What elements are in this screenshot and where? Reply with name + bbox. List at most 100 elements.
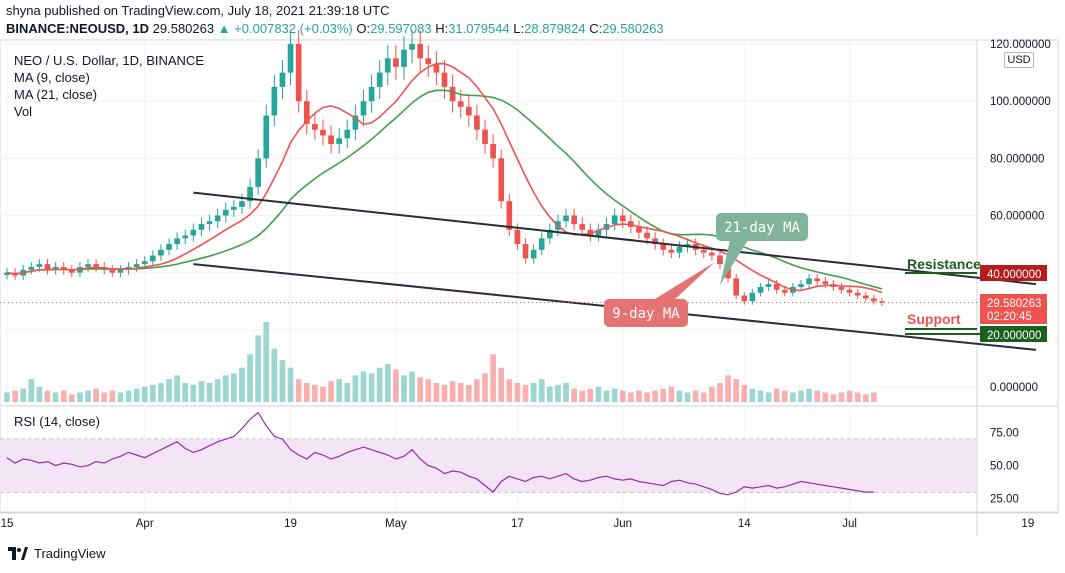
footer-brand[interactable]: TradingView xyxy=(8,546,106,561)
volume-bar xyxy=(231,373,237,402)
support-price-tag-text: 20.000000 xyxy=(987,330,1041,342)
candle xyxy=(465,106,472,116)
candle xyxy=(587,229,594,236)
candle xyxy=(352,115,359,130)
candle xyxy=(360,101,367,116)
volume-bar xyxy=(773,388,780,402)
candle xyxy=(733,278,740,296)
candle xyxy=(660,244,667,250)
candle xyxy=(368,86,375,102)
candle xyxy=(449,86,456,102)
ma21-label-box xyxy=(716,213,808,241)
volume-bar xyxy=(644,392,650,402)
candles xyxy=(4,30,885,306)
candle xyxy=(668,249,675,253)
annotations: 21-day MA 9-day MA Resistance Support 40.000… xyxy=(604,213,1047,342)
time-tick-label: 17 xyxy=(511,518,524,530)
candle xyxy=(652,238,658,245)
candle xyxy=(255,158,261,187)
volume-bar xyxy=(628,392,634,402)
candle xyxy=(717,255,723,265)
volume-bar xyxy=(12,390,18,402)
candle xyxy=(611,215,618,225)
volume-bar xyxy=(125,390,132,402)
volume-bar xyxy=(36,386,43,402)
volume-bar xyxy=(741,384,748,402)
candle xyxy=(822,281,829,285)
candle xyxy=(798,284,804,287)
candle xyxy=(344,129,351,139)
volume-bar xyxy=(522,384,529,402)
volume-bar xyxy=(506,379,513,402)
close-value: 29.580263 xyxy=(602,21,664,36)
volume-bar xyxy=(295,379,302,402)
candle xyxy=(158,249,164,256)
volume-bar xyxy=(149,384,156,402)
candle xyxy=(117,269,124,273)
volume-bar xyxy=(271,348,278,402)
volume-bar xyxy=(871,392,877,402)
support-label: Support xyxy=(907,311,961,327)
candle xyxy=(709,252,715,256)
open-value: 29.597083 xyxy=(370,21,432,36)
volume-bar xyxy=(457,382,464,402)
price-tick-label: 60.000000 xyxy=(990,211,1044,223)
volume-bar xyxy=(303,382,310,402)
ma21-label-text: 21-day MA xyxy=(724,220,800,236)
candle xyxy=(636,226,642,233)
candle xyxy=(879,301,885,303)
volume-bar xyxy=(838,392,845,402)
candle xyxy=(417,44,424,59)
volume-bar xyxy=(806,388,812,402)
candle xyxy=(206,221,213,225)
chart-frame xyxy=(0,39,1059,514)
candle xyxy=(441,72,448,87)
resistance-price-tag xyxy=(980,265,1047,281)
time-tick-label: May xyxy=(385,518,407,530)
time-tick-label: 19 xyxy=(284,518,297,530)
candle xyxy=(133,264,140,267)
time-tick-label: 19 xyxy=(1021,518,1034,530)
volume-bar xyxy=(20,388,27,402)
volume-bar xyxy=(247,354,253,402)
candle xyxy=(214,215,221,222)
rsi-band xyxy=(0,439,977,493)
candle xyxy=(498,158,505,202)
currency-button[interactable]: USD xyxy=(1004,52,1034,68)
volume-bar xyxy=(474,379,480,402)
volume-bar xyxy=(700,392,707,402)
volume-bar xyxy=(725,375,731,402)
volume-bar xyxy=(287,367,294,402)
price-tick-label: 100.000000 xyxy=(990,96,1051,108)
candle xyxy=(166,244,172,250)
volume-bar xyxy=(44,390,51,402)
low-value: 28.879824 xyxy=(524,21,586,36)
volume-bar xyxy=(255,335,261,402)
current-price-tag xyxy=(980,294,1047,324)
volume-bar xyxy=(781,390,788,402)
candle xyxy=(149,255,156,262)
rsi-legend: RSI (14, close) xyxy=(14,414,100,429)
candle xyxy=(239,201,245,207)
volume-bar xyxy=(854,392,861,402)
volume-bar xyxy=(676,390,683,402)
volume-bar xyxy=(117,392,124,402)
high-label: H: xyxy=(435,21,449,36)
volume-bar xyxy=(862,394,869,402)
volume-bar xyxy=(660,388,667,402)
volume-bar xyxy=(717,382,723,402)
candle xyxy=(773,284,780,290)
ma9-pointer xyxy=(650,262,715,302)
volume-bar xyxy=(393,369,399,402)
candle xyxy=(36,264,43,267)
price-tick-label: 120.000000 xyxy=(990,39,1051,51)
volume-bar xyxy=(109,390,116,402)
candle xyxy=(376,72,383,87)
volume-bar xyxy=(652,390,658,402)
volume-bar xyxy=(498,367,505,402)
up-arrow-icon: ▲ xyxy=(217,21,231,36)
volume-bar xyxy=(368,373,375,402)
rsi-tick-label: 50.00 xyxy=(990,461,1019,473)
volume-bar xyxy=(141,386,148,402)
